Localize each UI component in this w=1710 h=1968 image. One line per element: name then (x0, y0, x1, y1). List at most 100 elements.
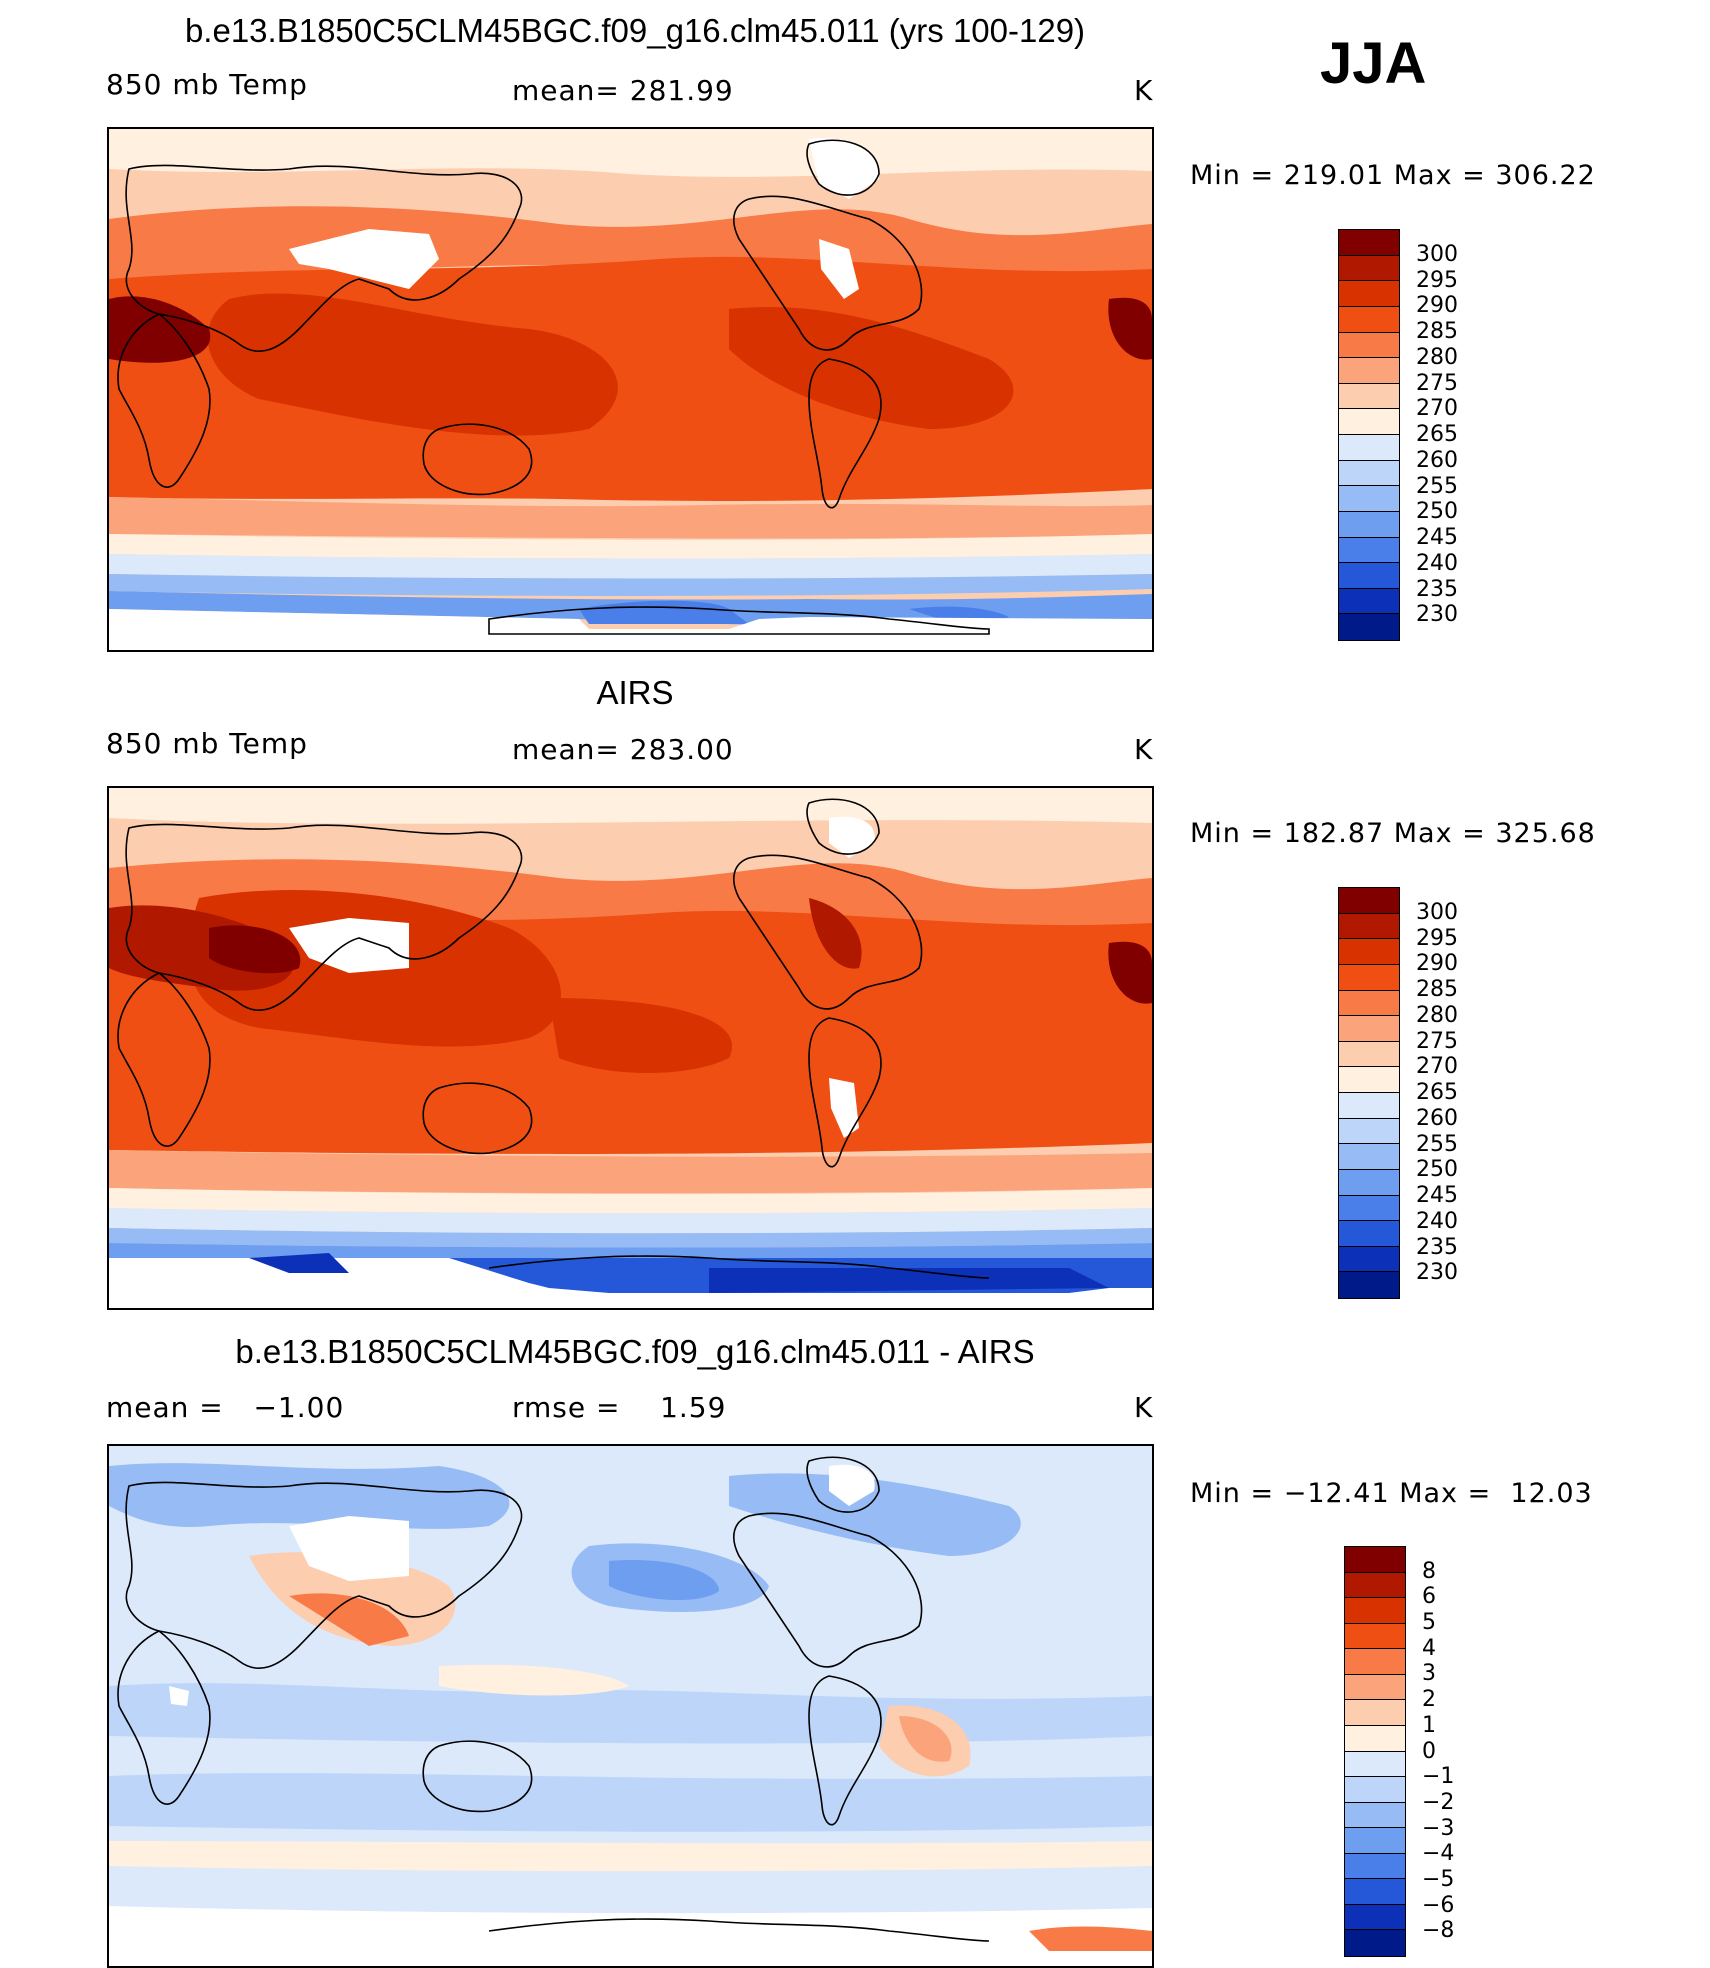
colorbar-swatch (1345, 1777, 1405, 1803)
colorbar-tick-label: 265 (1416, 422, 1458, 447)
panel-1-mean-label: mean= 281.99 (512, 74, 734, 107)
colorbar-swatch (1339, 230, 1399, 256)
colorbar-tick-label: 265 (1416, 1080, 1458, 1105)
colorbar-swatch (1339, 486, 1399, 512)
colorbar-swatch (1339, 1041, 1399, 1068)
colorbar-swatch (1339, 358, 1399, 384)
colorbar-tick-label: −8 (1422, 1918, 1455, 1944)
colorbar-swatch (1345, 1751, 1405, 1778)
colorbar-tick-label: 275 (1416, 1028, 1458, 1054)
colorbar-swatch (1345, 1802, 1405, 1829)
panel-2-map (107, 786, 1154, 1310)
panel-1-title: b.e13.B1850C5CLM45BGC.f09_g16.clm45.011 … (184, 12, 1086, 49)
colorbar-tick-label: 300 (1416, 241, 1458, 267)
colorbar-swatch (1345, 1828, 1405, 1854)
colorbar-tick-label: 235 (1416, 1234, 1458, 1260)
colorbar-tick-label: 6 (1422, 1584, 1436, 1610)
colorbar-tick-label: 250 (1416, 499, 1458, 525)
colorbar-tick-label: 270 (1416, 1054, 1458, 1080)
panel-3-map (107, 1444, 1154, 1968)
colorbar-tick-label: 290 (1416, 951, 1458, 977)
colorbar-tick-label: 295 (1416, 267, 1458, 293)
panel-3-mean-label: mean = −1.00 (106, 1391, 345, 1424)
colorbar-tick-label: 245 (1416, 1183, 1458, 1208)
colorbar-tick-label: 240 (1416, 550, 1458, 576)
colorbar-swatch (1339, 888, 1399, 914)
panel-2-title: AIRS (596, 674, 674, 711)
colorbar-tick-label: −3 (1422, 1815, 1455, 1841)
colorbar-tick-label: 295 (1416, 925, 1458, 951)
colorbar-swatch (1339, 255, 1399, 282)
colorbar-swatch (1339, 1221, 1399, 1247)
colorbar-swatch (1339, 1093, 1399, 1119)
panel-1-map (107, 127, 1154, 652)
panel-2-mean-label: mean= 283.00 (512, 733, 734, 766)
colorbar-tick-label: 280 (1416, 344, 1458, 370)
colorbar-swatch (1345, 1853, 1405, 1880)
colorbar-tick-label: 2 (1422, 1687, 1436, 1713)
colorbar-tick-label: −1 (1422, 1764, 1455, 1790)
panel-2-variable-label: 850 mb Temp (106, 727, 308, 760)
colorbar-swatch (1339, 990, 1399, 1017)
colorbar-tick-label: 280 (1416, 1002, 1458, 1028)
colorbar-tick-label: 230 (1416, 1260, 1458, 1286)
colorbar-tick-label: −6 (1422, 1892, 1455, 1918)
colorbar-swatch (1339, 1144, 1399, 1170)
colorbar-swatch (1345, 1572, 1405, 1599)
panel-3-colorbar-labels: 8 6 5 4 3 2 1 0 −1 −2 −3 −4 −5 −6 −8 (1422, 1546, 1502, 1957)
panel-2-units: K (1134, 733, 1154, 766)
colorbar-swatch (1339, 939, 1399, 965)
panel-3-rmse-label: rmse = 1.59 (512, 1391, 727, 1424)
colorbar-tick-label: 250 (1416, 1157, 1458, 1183)
colorbar-swatch (1339, 1118, 1399, 1145)
colorbar-swatch (1345, 1725, 1405, 1752)
panel-3-title: b.e13.B1850C5CLM45BGC.f09_g16.clm45.011 … (235, 1333, 1035, 1370)
colorbar-tick-label: 8 (1422, 1558, 1436, 1584)
colorbar-swatch (1339, 614, 1399, 640)
colorbar-swatch (1339, 409, 1399, 435)
colorbar-tick-label: −5 (1422, 1866, 1455, 1892)
colorbar-swatch (1339, 435, 1399, 461)
colorbar-tick-label: 260 (1416, 1105, 1458, 1131)
colorbar-swatch (1339, 1169, 1399, 1196)
colorbar-tick-label: 255 (1416, 1131, 1458, 1157)
colorbar-swatch (1339, 563, 1399, 589)
colorbar-tick-label: 285 (1416, 319, 1458, 344)
colorbar-tick-label: 4 (1422, 1635, 1436, 1661)
panel-1-units: K (1134, 74, 1154, 107)
colorbar-tick-label: 260 (1416, 447, 1458, 473)
colorbar-tick-label: 230 (1416, 602, 1458, 628)
colorbar-tick-label: 285 (1416, 977, 1458, 1002)
panel-3-colorbar (1344, 1546, 1406, 1957)
colorbar-tick-label: 300 (1416, 899, 1458, 925)
colorbar-swatch (1339, 913, 1399, 940)
colorbar-tick-label: 3 (1422, 1661, 1436, 1687)
colorbar-tick-label: 290 (1416, 293, 1458, 319)
colorbar-swatch (1345, 1904, 1405, 1931)
panel-2-colorbar (1338, 887, 1400, 1299)
colorbar-swatch (1339, 1246, 1399, 1273)
colorbar-tick-label: 240 (1416, 1208, 1458, 1234)
colorbar-tick-label: 255 (1416, 473, 1458, 499)
colorbar-tick-label: 5 (1422, 1610, 1436, 1636)
colorbar-swatch (1339, 1272, 1399, 1298)
colorbar-tick-label: 1 (1422, 1712, 1436, 1738)
panel-1-minmax: Min = 219.01 Max = 306.22 (1190, 160, 1596, 191)
colorbar-swatch (1345, 1674, 1405, 1701)
colorbar-swatch (1345, 1930, 1405, 1956)
colorbar-swatch (1339, 332, 1399, 359)
panel-1-colorbar (1338, 229, 1400, 641)
colorbar-swatch (1339, 306, 1399, 333)
panel-1-variable-label: 850 mb Temp (106, 68, 308, 101)
colorbar-swatch (1339, 511, 1399, 538)
season-label: JJA (1320, 31, 1427, 96)
colorbar-tick-label: 0 (1422, 1738, 1436, 1764)
colorbar-swatch (1345, 1598, 1405, 1624)
colorbar-tick-label: −2 (1422, 1789, 1455, 1815)
colorbar-swatch (1345, 1649, 1405, 1675)
colorbar-swatch (1339, 1067, 1399, 1093)
colorbar-swatch (1345, 1547, 1405, 1573)
colorbar-swatch (1345, 1879, 1405, 1905)
colorbar-swatch (1339, 460, 1399, 487)
colorbar-swatch (1339, 588, 1399, 615)
